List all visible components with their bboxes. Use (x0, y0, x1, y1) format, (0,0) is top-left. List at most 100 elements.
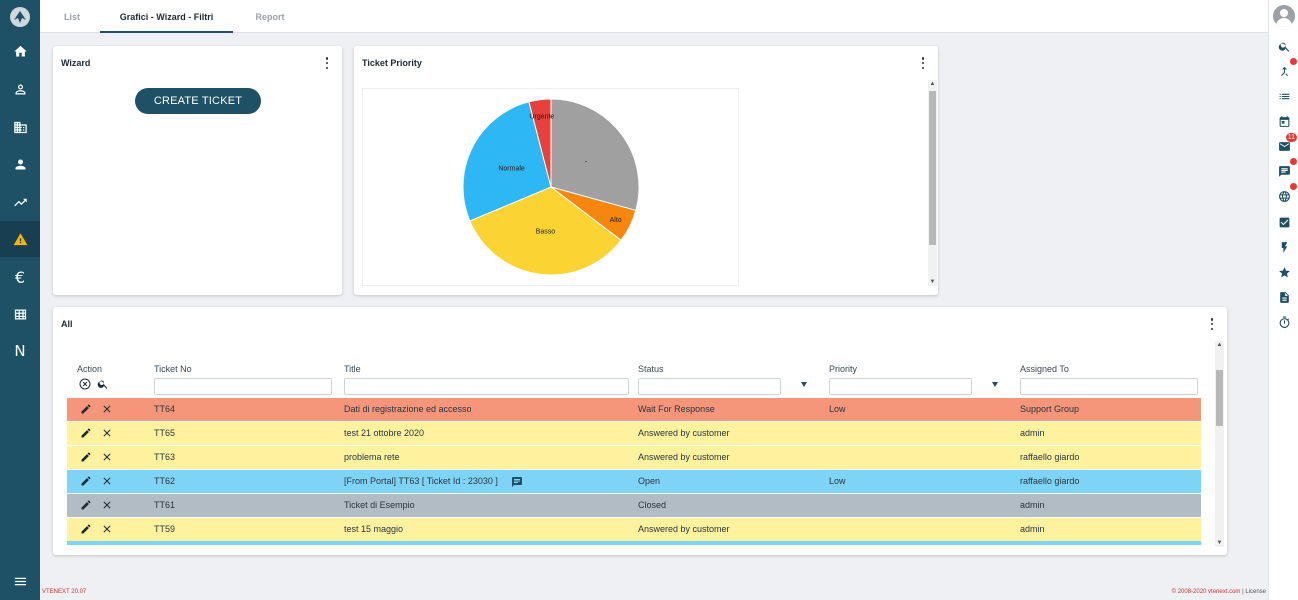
tasks-check-icon[interactable] (1275, 213, 1293, 231)
table-row[interactable]: TT62 [From Portal] TT63 [ Ticket Id : 230… (67, 470, 1201, 493)
table-scroll-down-arrow-icon[interactable]: ▼ (1216, 540, 1223, 546)
cell-priority: Low (829, 404, 846, 414)
table-scrollbar[interactable]: ▲ ▼ (1215, 341, 1224, 547)
filter-priority-select[interactable] (829, 378, 972, 395)
table-row[interactable]: TT61 Ticket di Esempio Closed admin (67, 494, 1201, 517)
table-row[interactable]: TT64 Dati di registrazione ed accesso Wait… (67, 398, 1201, 421)
filter-merge-icon[interactable] (1275, 58, 1297, 80)
create-ticket-button[interactable]: CREATE TICKET (135, 88, 261, 114)
tab-list[interactable]: List (63, 12, 80, 22)
globe-icon[interactable] (1275, 183, 1297, 205)
scroll-thumb[interactable] (929, 91, 936, 245)
list-icon[interactable] (1275, 87, 1293, 105)
nav-table-icon[interactable] (0, 296, 40, 332)
cell-status: Answered by customer (638, 428, 730, 438)
cell-ticket-no[interactable]: TT62 (154, 476, 176, 486)
right-sidebar: 11 (1268, 0, 1298, 600)
pie-slice-none[interactable] (550, 98, 640, 212)
nav-building-icon[interactable] (0, 109, 40, 145)
nav-menu-icon[interactable] (0, 563, 40, 599)
nav-euro-icon[interactable]: € (14, 267, 26, 287)
nav-trending-icon[interactable] (0, 184, 40, 220)
document-icon[interactable] (1275, 288, 1293, 306)
pie-slice-basso[interactable] (469, 186, 622, 276)
tab-report[interactable]: Report (255, 12, 285, 22)
cell-title[interactable]: Dati di registrazione ed accesso (344, 404, 472, 414)
delete-x-icon[interactable] (101, 523, 113, 535)
delete-x-icon[interactable] (101, 451, 113, 463)
table-row[interactable]: TT59 test 15 maggio Answered by customer ad… (67, 518, 1201, 541)
clear-filter-icon[interactable] (79, 378, 91, 390)
delete-x-icon[interactable] (101, 499, 113, 511)
search-icon[interactable] (1275, 37, 1293, 55)
edit-pencil-icon[interactable] (80, 427, 92, 439)
nav-person-icon[interactable] (0, 146, 40, 182)
col-header-assigned-to[interactable]: Assigned To (1020, 364, 1069, 374)
star-icon[interactable] (1275, 263, 1293, 281)
cell-title[interactable]: test 15 maggio (344, 524, 404, 534)
cell-title[interactable]: Ticket di Esempio (344, 500, 415, 510)
app-logo-icon[interactable] (8, 5, 32, 29)
status-dropdown-arrow-icon[interactable] (801, 382, 807, 387)
cell-ticket-no[interactable]: TT64 (154, 404, 176, 414)
module-tabbar: List Grafici - Wizard - Filtri Report (40, 0, 1268, 33)
filter-title-input[interactable] (344, 378, 629, 395)
scroll-down-arrow-icon[interactable]: ▼ (929, 279, 936, 285)
col-header-title[interactable]: Title (344, 364, 361, 374)
priority-kebab-menu-icon[interactable] (919, 56, 927, 70)
comment-icon[interactable] (511, 476, 523, 488)
filter-search-icon[interactable] (97, 378, 109, 390)
wizard-kebab-menu-icon[interactable] (323, 56, 331, 70)
priority-scrollbar[interactable]: ▲ ▼ (928, 80, 937, 286)
flash-icon[interactable] (1275, 238, 1293, 256)
edit-pencil-icon[interactable] (80, 403, 92, 415)
table-scroll-thumb[interactable] (1216, 370, 1223, 426)
cell-title[interactable]: test 21 ottobre 2020 (344, 428, 425, 438)
ticket-priority-title: Ticket Priority (362, 58, 422, 68)
delete-x-icon[interactable] (101, 475, 113, 487)
mail-icon[interactable]: 11 (1275, 133, 1297, 155)
priority-dropdown-arrow-icon[interactable] (992, 382, 998, 387)
pie-label: Basso (536, 229, 556, 236)
nav-contacts-icon[interactable] (0, 71, 40, 107)
calendar-icon[interactable] (1275, 112, 1293, 130)
scroll-up-arrow-icon[interactable]: ▲ (929, 81, 936, 87)
cell-title[interactable]: [From Portal] TT63 [ Ticket Id : 23030 ] (344, 476, 498, 486)
all-title: All (61, 319, 73, 329)
wizard-card: Wizard CREATE TICKET (53, 46, 342, 295)
chat-icon[interactable] (1275, 158, 1297, 180)
cell-ticket-no[interactable]: TT59 (154, 524, 176, 534)
col-header-status[interactable]: Status (638, 364, 664, 374)
cell-title[interactable]: problema rete (344, 452, 400, 462)
col-header-priority[interactable]: Priority (829, 364, 858, 374)
edit-pencil-icon[interactable] (80, 499, 92, 511)
table-row[interactable]: TT63 problema rete Answered by customer raf… (67, 446, 1201, 469)
cell-ticket-no[interactable]: TT63 (154, 452, 176, 462)
tab-grafici-wizard-filtri[interactable]: Grafici - Wizard - Filtri (100, 0, 233, 33)
table-row[interactable]: TT65 test 21 ottobre 2020 Answered by cust… (67, 422, 1201, 445)
timer-icon[interactable] (1275, 313, 1293, 331)
edit-pencil-icon[interactable] (80, 475, 92, 487)
cell-ticket-no[interactable]: TT61 (154, 500, 176, 510)
edit-pencil-icon[interactable] (80, 523, 92, 535)
filter-ticket-no-input[interactable] (154, 378, 332, 395)
pie-slice-urgente[interactable] (528, 98, 552, 188)
filter-status-select[interactable] (638, 378, 781, 395)
nav-home-icon[interactable] (0, 33, 40, 69)
user-avatar[interactable] (1273, 5, 1295, 27)
delete-x-icon[interactable] (101, 427, 113, 439)
col-header-ticket-no[interactable]: Ticket No (154, 364, 192, 374)
partial-next-row (67, 541, 1201, 545)
nav-n-letter-icon[interactable]: N (14, 342, 26, 360)
all-kebab-menu-icon[interactable] (1208, 317, 1216, 331)
edit-pencil-icon[interactable] (80, 451, 92, 463)
delete-x-icon[interactable] (101, 403, 113, 415)
cell-status: Answered by customer (638, 452, 730, 462)
table-scroll-up-arrow-icon[interactable]: ▲ (1216, 342, 1223, 348)
pie-slice-normale[interactable] (462, 101, 552, 222)
filter-assigned-to-input[interactable] (1020, 378, 1198, 395)
cell-ticket-no[interactable]: TT65 (154, 428, 176, 438)
nav-warning-icon[interactable] (0, 221, 40, 257)
cell-status: Answered by customer (638, 524, 730, 534)
footer-license-link[interactable]: License (1245, 589, 1266, 595)
